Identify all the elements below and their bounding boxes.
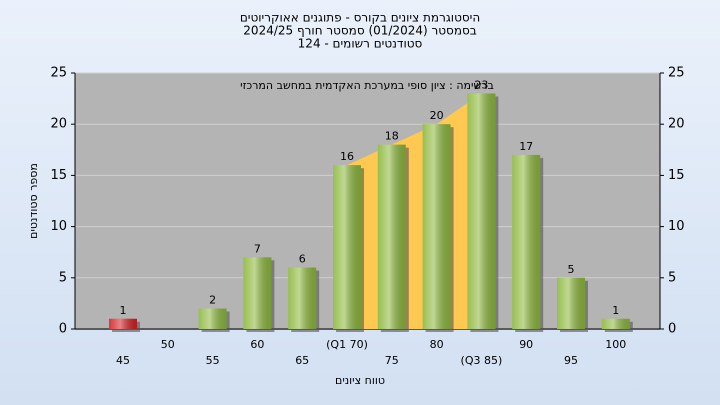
y2-tick-label: 10 bbox=[668, 219, 685, 234]
value-label: 18 bbox=[385, 130, 399, 143]
y-tick-label: 0 bbox=[59, 322, 67, 337]
bar-shine bbox=[601, 318, 630, 329]
y-tick-label: 10 bbox=[50, 219, 67, 234]
y2-tick-label: 5 bbox=[668, 270, 676, 285]
y-tick-label: 25 bbox=[50, 66, 67, 81]
value-label: 5 bbox=[568, 263, 575, 276]
bar-shine bbox=[377, 144, 406, 329]
value-label: 7 bbox=[254, 242, 261, 255]
value-label: 17 bbox=[519, 140, 533, 153]
value-label: 1 bbox=[120, 304, 127, 317]
x-tick-label: 95 bbox=[564, 354, 578, 367]
bar-shine bbox=[333, 165, 361, 329]
x-tick-label: 45 bbox=[116, 354, 130, 367]
y-tick-label: 15 bbox=[50, 168, 67, 183]
bar-shine bbox=[467, 93, 496, 329]
x-axis-label: טווח ציונים bbox=[335, 374, 385, 387]
value-label: 23 bbox=[474, 78, 488, 91]
value-label: 6 bbox=[299, 253, 306, 266]
bar-shine bbox=[557, 277, 585, 329]
chart-subtitle: בסמסטר (01/2024) סמסטר חורף 2024/25 bbox=[243, 24, 476, 38]
value-label: 20 bbox=[430, 109, 444, 122]
x-tick-label: (Q3 85) bbox=[461, 354, 503, 367]
x-tick-label: 90 bbox=[519, 338, 533, 351]
y2-tick-label: 15 bbox=[668, 168, 685, 183]
value-label: 16 bbox=[340, 150, 354, 163]
bar-shine bbox=[198, 308, 227, 329]
x-tick-label: 55 bbox=[206, 354, 220, 367]
x-tick-label: 65 bbox=[295, 354, 309, 367]
y2-tick-label: 20 bbox=[668, 117, 685, 132]
bar-shine bbox=[422, 124, 451, 329]
bar-shine bbox=[288, 267, 317, 329]
bar-shine bbox=[243, 257, 272, 329]
x-tick-label: 75 bbox=[385, 354, 399, 367]
value-label: 2 bbox=[209, 294, 216, 307]
x-tick-label: 50 bbox=[161, 338, 175, 351]
bar-shine bbox=[109, 318, 137, 329]
y-tick-label: 20 bbox=[50, 117, 67, 132]
x-tick-label: 100 bbox=[605, 338, 626, 351]
y2-tick-label: 25 bbox=[668, 66, 685, 81]
y-tick-label: 5 bbox=[59, 270, 67, 285]
y-axis-label: מספר סטודנטים bbox=[27, 163, 40, 239]
bar-shine bbox=[512, 154, 541, 329]
x-tick-label: 60 bbox=[250, 338, 264, 351]
chart-subtitle: סטודנטים רשומים - 124 bbox=[298, 37, 423, 51]
chart-title: היסטוגרמת ציונים בקורס - פתוגנים אאוקריו… bbox=[240, 11, 480, 25]
quartile-area bbox=[333, 93, 496, 329]
x-tick-label: (Q1 70) bbox=[326, 338, 368, 351]
y2-tick-label: 0 bbox=[668, 322, 676, 337]
value-label: 1 bbox=[612, 304, 619, 317]
x-tick-label: 80 bbox=[430, 338, 444, 351]
annotation: ברשימה : ציון סופי במערכת האקדמית במחשב … bbox=[240, 79, 494, 92]
